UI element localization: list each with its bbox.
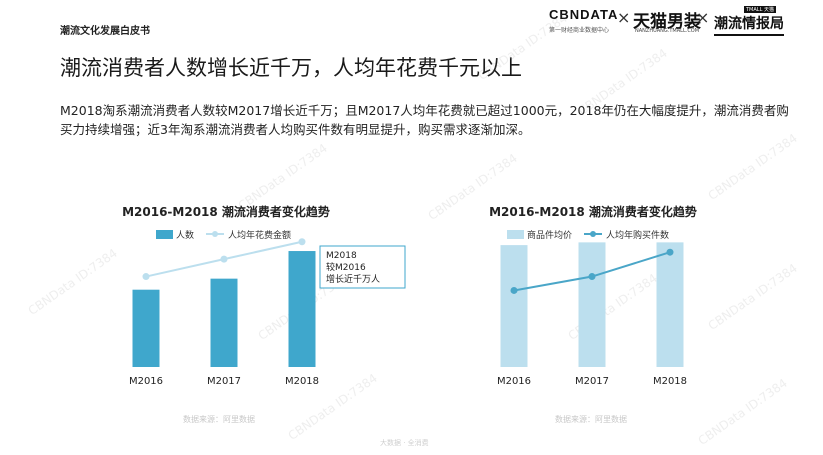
line-point-m2018	[666, 248, 674, 256]
bar-m2016	[132, 289, 160, 367]
annotation-line: 增长近千万人	[326, 273, 380, 285]
legend-bar-swatch	[507, 230, 524, 239]
legend-line-marker	[212, 231, 218, 237]
category-label: M2018	[653, 376, 687, 387]
annotation-line: M2018	[326, 251, 357, 261]
legend-bar-label: 商品件均价	[527, 229, 572, 241]
cbndata-logo: CBNDATA	[549, 7, 619, 22]
partner-logos: CBNDATA 第一财经商业数据中心 × 天猫男装 NANZHUANG.TMAL…	[549, 6, 819, 40]
category-label: M2016	[129, 376, 163, 387]
logo-separator: ×	[696, 8, 710, 27]
legend-bar-swatch	[156, 230, 173, 239]
category-label: M2017	[575, 376, 609, 387]
chart-title: M2016-M2018 潮流消费者变化趋势	[122, 204, 330, 219]
category-label: M2018	[285, 376, 319, 387]
line-point-m2016	[142, 273, 150, 281]
tmall-men-logo: 天猫男装	[633, 12, 701, 32]
bar-m2016	[500, 245, 528, 367]
cbndata-logo-subtitle: 第一财经商业数据中心	[549, 27, 610, 34]
tmall-tag-badge: TMALL 天猫	[744, 6, 776, 13]
legend-bar-label: 人数	[176, 229, 194, 241]
line-point-m2017	[588, 273, 596, 281]
line-point-m2017	[220, 255, 228, 263]
legend-line-marker	[590, 231, 596, 237]
bar-m2017	[578, 242, 606, 367]
bar-m2018	[656, 242, 684, 367]
bar-m2018	[288, 251, 316, 367]
chart-source-left: 数据来源：阿里数据	[183, 415, 255, 424]
legend-line-label: 人均年购买件数	[606, 229, 669, 241]
legend-line-label: 人均年花费金额	[228, 229, 291, 241]
chart-source-right: 数据来源：阿里数据	[555, 415, 627, 424]
line-point-m2016	[510, 286, 518, 294]
bar-m2017	[210, 278, 238, 367]
document-label: 潮流文化发展白皮书	[60, 26, 150, 37]
annotation-line: 较M2016	[326, 261, 366, 273]
logo-separator: ×	[617, 8, 631, 27]
line-point-m2018	[298, 238, 306, 246]
page-title: 潮流消费者人数增长近千万，人均年花费千元以上	[60, 56, 522, 80]
intro-paragraph: M2018淘系潮流消费者人数较M2017增长近千万；且M2017人均年花费就已超…	[60, 103, 789, 137]
tmall-men-logo-subtitle: NANZHUANG.TMALL.COM	[635, 28, 700, 34]
footer-text: 大数据 · 全消费	[380, 439, 429, 447]
category-label: M2017	[207, 376, 241, 387]
annotation-box	[319, 245, 406, 289]
trend-bureau-logo: 潮流情报局	[714, 13, 784, 36]
category-label: M2016	[497, 376, 531, 387]
chart-title: M2016-M2018 潮流消费者变化趋势	[489, 204, 697, 219]
